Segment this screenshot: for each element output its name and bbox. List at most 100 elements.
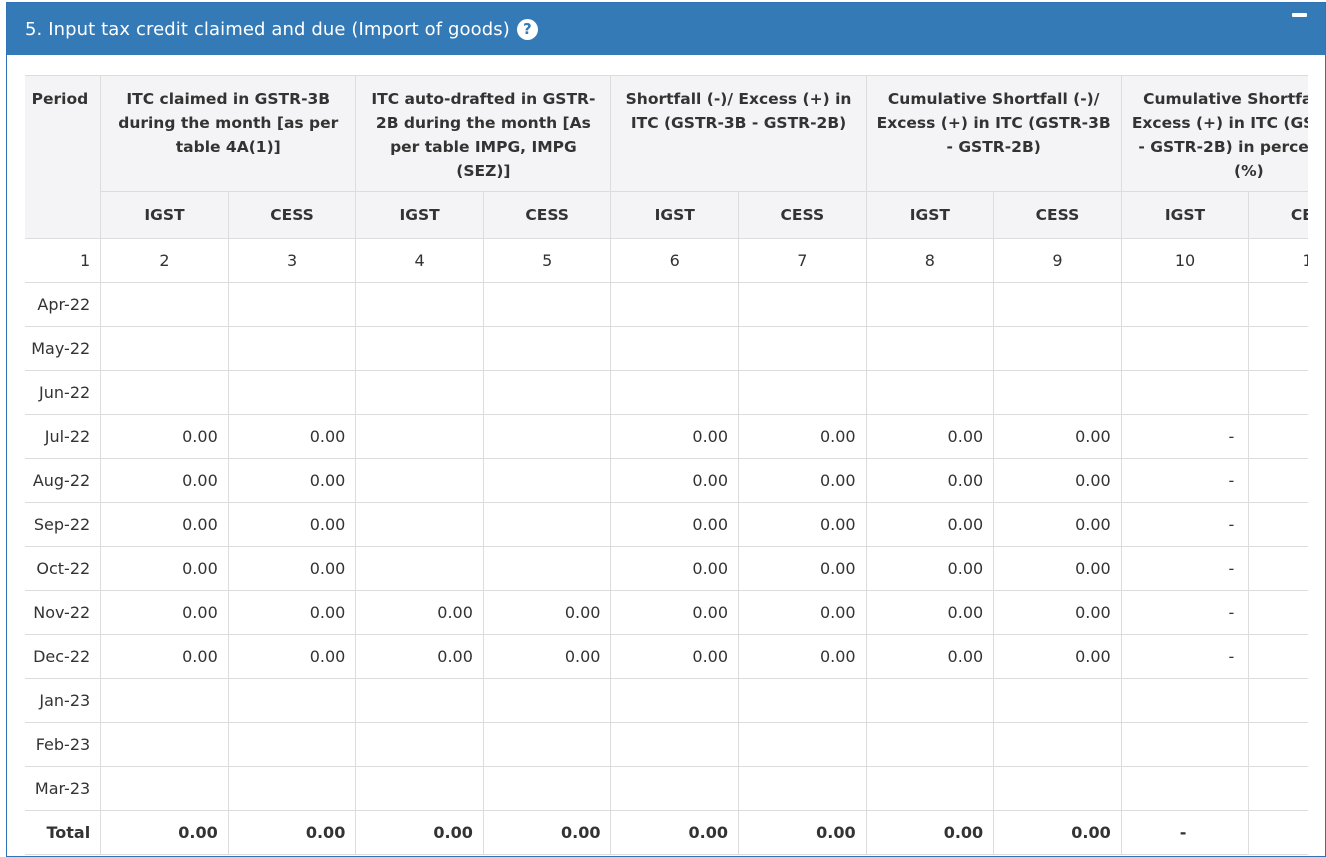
itc-import-panel: 5. Input tax credit claimed and due (Imp… [6, 2, 1326, 857]
value-cell [100, 766, 229, 811]
value-cell: 0.00 [100, 502, 229, 547]
value-cell [355, 502, 484, 547]
sub-header-cess: CESS [738, 191, 867, 239]
period-cell: Dec-22 [25, 634, 102, 679]
value-cell: - [1120, 590, 1250, 635]
value-cell [993, 282, 1122, 327]
total-value-cell: 0.00 [355, 810, 484, 855]
group-header-shortfall: Shortfall (-)/ Excess (+) in ITC (GSTR-3… [610, 75, 867, 192]
value-cell: 0.00 [865, 590, 995, 635]
value-cell [610, 678, 740, 723]
total-value-cell: 0.00 [482, 810, 612, 855]
group-header-row: Period ITC claimed in GSTR-3B during the… [25, 75, 1308, 239]
value-cell: 0.00 [100, 458, 229, 503]
value-cell [1248, 326, 1308, 371]
total-label: Total [25, 810, 102, 855]
value-cell [1120, 370, 1250, 415]
value-cell [100, 326, 229, 371]
value-cell: 0.00 [738, 590, 867, 635]
value-cell [738, 282, 867, 327]
table-row: Aug-22 0.00 0.00 0.00 0.00 0.00 0.00- [25, 458, 1308, 503]
value-cell [355, 678, 484, 723]
total-value-cell: 0.00 [738, 810, 867, 855]
value-cell: 0.00 [610, 502, 740, 547]
value-cell: 0.00 [355, 590, 484, 635]
value-cell [355, 766, 484, 811]
period-cell: Sep-22 [25, 502, 102, 547]
sub-header-igst: IGST [610, 191, 740, 239]
table-row: Apr-22 [25, 282, 1308, 327]
value-cell: 0.00 [738, 546, 867, 591]
value-cell [993, 678, 1122, 723]
group-header-itc-autodrafted: ITC auto-drafted in GSTR-2B during the m… [355, 75, 612, 192]
value-cell [227, 766, 357, 811]
value-cell: - [1120, 414, 1250, 459]
value-cell [610, 766, 740, 811]
value-cell: 0.00 [610, 458, 740, 503]
period-cell: Oct-22 [25, 546, 102, 591]
value-cell: 0.00 [738, 634, 867, 679]
column-number-cell: 6 [610, 238, 740, 283]
value-cell: 0.00 [738, 458, 867, 503]
minus-icon [1292, 13, 1307, 17]
value-cell [1248, 722, 1308, 767]
value-cell [100, 370, 229, 415]
collapse-icon[interactable] [1292, 13, 1307, 17]
value-cell: 0.00 [865, 414, 995, 459]
sub-header-cess: CESS [993, 191, 1122, 239]
value-cell: 0.00 [993, 546, 1122, 591]
itc-table: Period ITC claimed in GSTR-3B during the… [25, 75, 1308, 855]
value-cell [738, 326, 867, 371]
column-number-cell: 3 [227, 238, 357, 283]
sub-header-igst: IGST [100, 191, 229, 239]
value-cell: 0.00 [227, 546, 357, 591]
value-cell [482, 546, 612, 591]
value-cell: 0.00 [610, 590, 740, 635]
sub-header-row: IGSTCESSIGSTCESSIGSTCESSIGSTCESSIGSTCESS [25, 191, 1308, 239]
sub-header-igst: IGST [355, 191, 484, 239]
value-cell: 0.00 [865, 502, 995, 547]
value-cell [482, 458, 612, 503]
value-cell [100, 282, 229, 327]
value-cell: 0.00 [227, 502, 357, 547]
panel-title: 5. Input tax credit claimed and due (Imp… [25, 18, 510, 40]
table-row: Nov-22 0.00 0.00 0.00 0.00 0.00 0.00 0.00 0.00- [25, 590, 1308, 635]
value-cell: 0.00 [100, 546, 229, 591]
value-cell [1248, 678, 1308, 723]
value-cell [993, 370, 1122, 415]
value-cell [482, 678, 612, 723]
value-cell [738, 370, 867, 415]
period-cell: Nov-22 [25, 590, 102, 635]
value-cell [355, 370, 484, 415]
help-icon[interactable]: ? [516, 18, 538, 40]
value-cell [865, 370, 995, 415]
value-cell: 0.00 [993, 634, 1122, 679]
value-cell [227, 678, 357, 723]
column-number-cell: 11 [1248, 238, 1308, 283]
value-cell: - [1120, 502, 1250, 547]
value-cell: 0.00 [993, 458, 1122, 503]
value-cell [1248, 634, 1308, 679]
value-cell [100, 722, 229, 767]
total-value-cell: 0.00 [100, 810, 229, 855]
value-cell [610, 282, 740, 327]
value-cell: 0.00 [993, 502, 1122, 547]
table-row: Feb-23 [25, 722, 1308, 767]
table-row: Dec-22 0.00 0.00 0.00 0.00 0.00 0.00 0.00 0.00- [25, 634, 1308, 679]
value-cell [610, 326, 740, 371]
value-cell [865, 282, 995, 327]
sub-header-igst: IGST [1120, 191, 1250, 239]
period-cell: Mar-23 [25, 766, 102, 811]
value-cell [1248, 282, 1308, 327]
value-cell [355, 326, 484, 371]
table-scroll-area[interactable]: Period ITC claimed in GSTR-3B during the… [25, 75, 1308, 856]
value-cell [865, 678, 995, 723]
value-cell [1120, 326, 1250, 371]
value-cell [865, 326, 995, 371]
column-number-cell: 9 [993, 238, 1122, 283]
value-cell [355, 282, 484, 327]
value-cell: 0.00 [227, 414, 357, 459]
total-value-cell: 0.00 [865, 810, 995, 855]
value-cell [1248, 590, 1308, 635]
column-number-cell: 2 [100, 238, 229, 283]
